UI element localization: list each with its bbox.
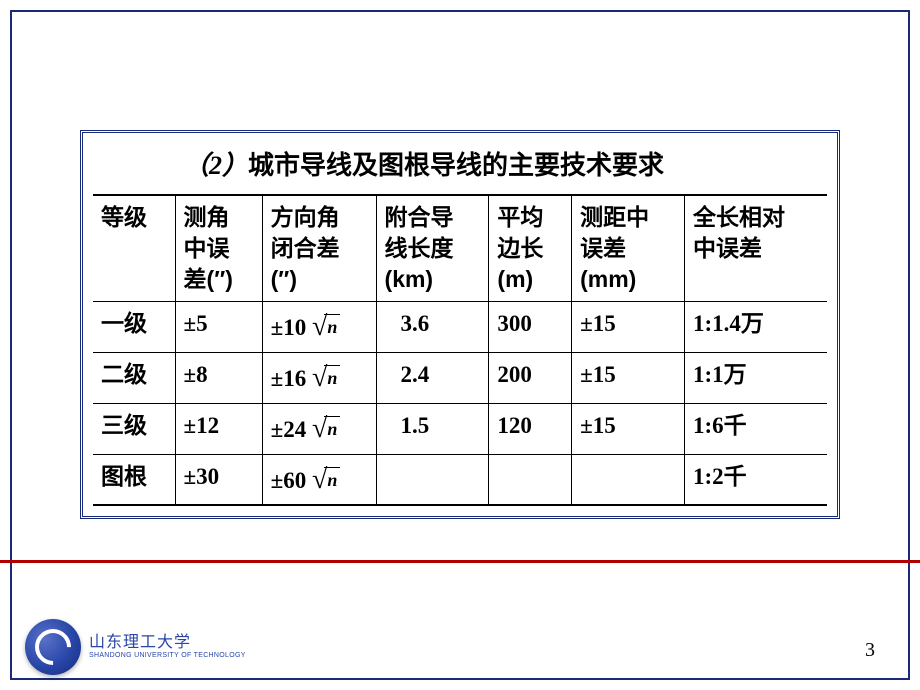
cell-angle-err: ±30	[175, 454, 262, 505]
table-row: 三级 ±12 ±24 √n 1.5 120 ±15 1:6千	[93, 403, 827, 454]
col-dist-error: 测距中误差(mm)	[572, 195, 685, 302]
table-title: （2）城市导线及图根导线的主要技术要求	[83, 145, 837, 194]
col-rel-error: 全长相对中误差	[685, 195, 827, 302]
cell-angle-err: ±8	[175, 352, 262, 403]
cell-angle-err: ±12	[175, 403, 262, 454]
cell-dist-err	[572, 454, 685, 505]
university-logo: 山东理工大学 SHANDONG UNIVERSITY OF TECHNOLOGY	[25, 619, 246, 675]
cell-closure: ±60 √n	[262, 454, 376, 505]
cell-rel-err: 1:6千	[685, 403, 827, 454]
red-divider-line	[0, 560, 920, 563]
cell-grade: 一级	[93, 302, 175, 353]
cell-closure: ±10 √n	[262, 302, 376, 353]
cell-grade: 图根	[93, 454, 175, 505]
cell-length	[376, 454, 489, 505]
col-avg-side: 平均边长(m)	[489, 195, 572, 302]
cell-grade: 二级	[93, 352, 175, 403]
spec-table: 等级 测角中误差(″) 方向角闭合差(″) 附合导线长度(km) 平均边长(m)…	[93, 194, 827, 506]
content-box: （2）城市导线及图根导线的主要技术要求 等级 测角中误差(″) 方向角闭合差(″…	[80, 130, 840, 519]
table-row: 一级 ±5 ±10 √n 3.6 300 ±15 1:1.4万	[93, 302, 827, 353]
table-header-row: 等级 测角中误差(″) 方向角闭合差(″) 附合导线长度(km) 平均边长(m)…	[93, 195, 827, 302]
cell-avg-side: 120	[489, 403, 572, 454]
cell-length: 1.5	[376, 403, 489, 454]
cell-rel-err: 1:1.4万	[685, 302, 827, 353]
cell-avg-side: 200	[489, 352, 572, 403]
page-number: 3	[865, 639, 875, 662]
cell-rel-err: 1:2千	[685, 454, 827, 505]
cell-length: 3.6	[376, 302, 489, 353]
cell-closure: ±24 √n	[262, 403, 376, 454]
logo-circle-icon	[25, 619, 81, 675]
cell-rel-err: 1:1万	[685, 352, 827, 403]
cell-angle-err: ±5	[175, 302, 262, 353]
cell-length: 2.4	[376, 352, 489, 403]
col-angle-error: 测角中误差(″)	[175, 195, 262, 302]
logo-name-en: SHANDONG UNIVERSITY OF TECHNOLOGY	[89, 652, 246, 660]
cell-dist-err: ±15	[572, 403, 685, 454]
cell-dist-err: ±15	[572, 352, 685, 403]
cell-closure: ±16 √n	[262, 352, 376, 403]
cell-avg-side	[489, 454, 572, 505]
title-number: （2）	[183, 151, 248, 180]
title-text: 城市导线及图根导线的主要技术要求	[248, 150, 664, 180]
col-length: 附合导线长度(km)	[376, 195, 489, 302]
logo-name-zh: 山东理工大学	[89, 634, 246, 652]
cell-avg-side: 300	[489, 302, 572, 353]
table-row: 图根 ±30 ±60 √n 1:2千	[93, 454, 827, 505]
col-closure: 方向角闭合差(″)	[262, 195, 376, 302]
cell-grade: 三级	[93, 403, 175, 454]
col-grade: 等级	[93, 195, 175, 302]
cell-dist-err: ±15	[572, 302, 685, 353]
logo-text: 山东理工大学 SHANDONG UNIVERSITY OF TECHNOLOGY	[89, 634, 246, 659]
logo-swirl-icon	[28, 622, 79, 673]
table-row: 二级 ±8 ±16 √n 2.4 200 ±15 1:1万	[93, 352, 827, 403]
